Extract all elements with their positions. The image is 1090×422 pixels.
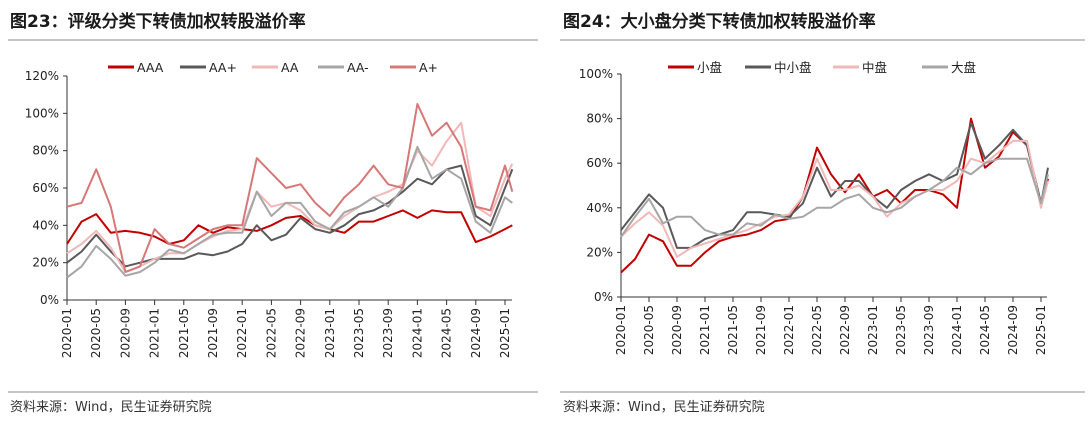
series-line-中盘 <box>620 139 1049 258</box>
series-line-大盘 <box>620 157 1049 238</box>
chart-title: 图23：评级分类下转债加权转股溢价率 <box>10 11 306 32</box>
source-note: 资料来源：Wind，民生证券研究院 <box>563 399 765 415</box>
y-tick-label: 40% <box>586 201 613 215</box>
chart-rating-premium: 图23：评级分类下转债加权转股溢价率 资料来源：Wind，民生证券研究院 0%2… <box>8 11 538 415</box>
x-tick-label: 2020-01 <box>60 308 74 358</box>
legend-label: 小盘 <box>697 60 722 75</box>
legend-label: 中盘 <box>862 60 887 75</box>
x-tick-label: 2024-05 <box>978 305 992 355</box>
x-tick-label: 2021-05 <box>177 308 191 358</box>
x-tick-label: 2023-05 <box>352 308 366 358</box>
series-line-小盘 <box>620 117 1049 274</box>
x-tick-label: 2020-09 <box>670 305 684 355</box>
source-note: 资料来源：Wind，民生证券研究院 <box>10 399 212 415</box>
series-line-AA- <box>66 145 513 279</box>
series-line-中小盘 <box>620 122 1049 249</box>
legend-label: AAA <box>137 60 164 75</box>
x-tick-label: 2023-09 <box>922 305 936 355</box>
x-tick-label: 2024-01 <box>950 305 964 355</box>
x-tick-label: 2022-01 <box>782 305 796 355</box>
chart-title: 图24：大小盘分类下转债加权转股溢价率 <box>563 11 876 32</box>
y-tick-label: 40% <box>32 218 59 232</box>
y-tick-label: 120% <box>25 69 59 83</box>
y-tick-label: 80% <box>586 112 613 126</box>
x-tick-label: 2022-09 <box>294 308 308 358</box>
x-tick-label: 2023-05 <box>894 305 908 355</box>
x-tick-label: 2021-09 <box>754 305 768 355</box>
x-tick-label: 2021-01 <box>148 308 162 358</box>
legend-label: 中小盘 <box>774 60 812 75</box>
legend-label: A+ <box>419 60 438 75</box>
y-tick-label: 0% <box>594 290 613 304</box>
x-tick-label: 2024-09 <box>1006 305 1020 355</box>
series-line-AAA <box>66 209 513 245</box>
y-tick-label: 100% <box>579 67 613 81</box>
legend-label: AA <box>281 60 299 75</box>
x-tick-label: 2020-01 <box>614 305 628 355</box>
x-tick-label: 2020-05 <box>89 308 103 358</box>
chart-size-premium: 图24：大小盘分类下转债加权转股溢价率 资料来源：Wind，民生证券研究院 0%… <box>560 11 1085 415</box>
x-tick-label: 2023-01 <box>323 308 337 358</box>
y-tick-label: 20% <box>32 256 59 270</box>
x-tick-label: 2020-05 <box>642 305 656 355</box>
series-line-A+ <box>66 103 514 273</box>
x-tick-label: 2023-01 <box>866 305 880 355</box>
legend-label: 大盘 <box>951 60 976 75</box>
x-tick-label: 2021-09 <box>206 308 220 358</box>
x-tick-label: 2024-09 <box>469 308 483 358</box>
legend-label: AA- <box>347 60 369 75</box>
x-tick-label: 2022-09 <box>838 305 852 355</box>
y-tick-label: 60% <box>586 156 613 170</box>
y-tick-label: 20% <box>586 245 613 259</box>
legend-label: AA+ <box>209 60 237 75</box>
y-tick-label: 60% <box>32 181 59 195</box>
x-tick-label: 2022-05 <box>810 305 824 355</box>
series-line-AA <box>66 121 514 273</box>
x-tick-label: 2022-05 <box>264 308 278 358</box>
x-tick-label: 2025-01 <box>1034 305 1048 355</box>
x-tick-label: 2022-01 <box>235 308 249 358</box>
x-tick-label: 2021-01 <box>698 305 712 355</box>
x-tick-label: 2021-05 <box>726 305 740 355</box>
x-tick-label: 2023-09 <box>381 308 395 358</box>
x-tick-label: 2024-01 <box>410 308 424 358</box>
x-tick-label: 2025-01 <box>498 308 512 358</box>
y-tick-label: 0% <box>40 293 59 307</box>
x-tick-label: 2024-05 <box>440 308 454 358</box>
y-tick-label: 80% <box>32 144 59 158</box>
series-line-AA+ <box>66 164 514 268</box>
y-tick-label: 100% <box>25 106 59 120</box>
x-tick-label: 2020-09 <box>118 308 132 358</box>
